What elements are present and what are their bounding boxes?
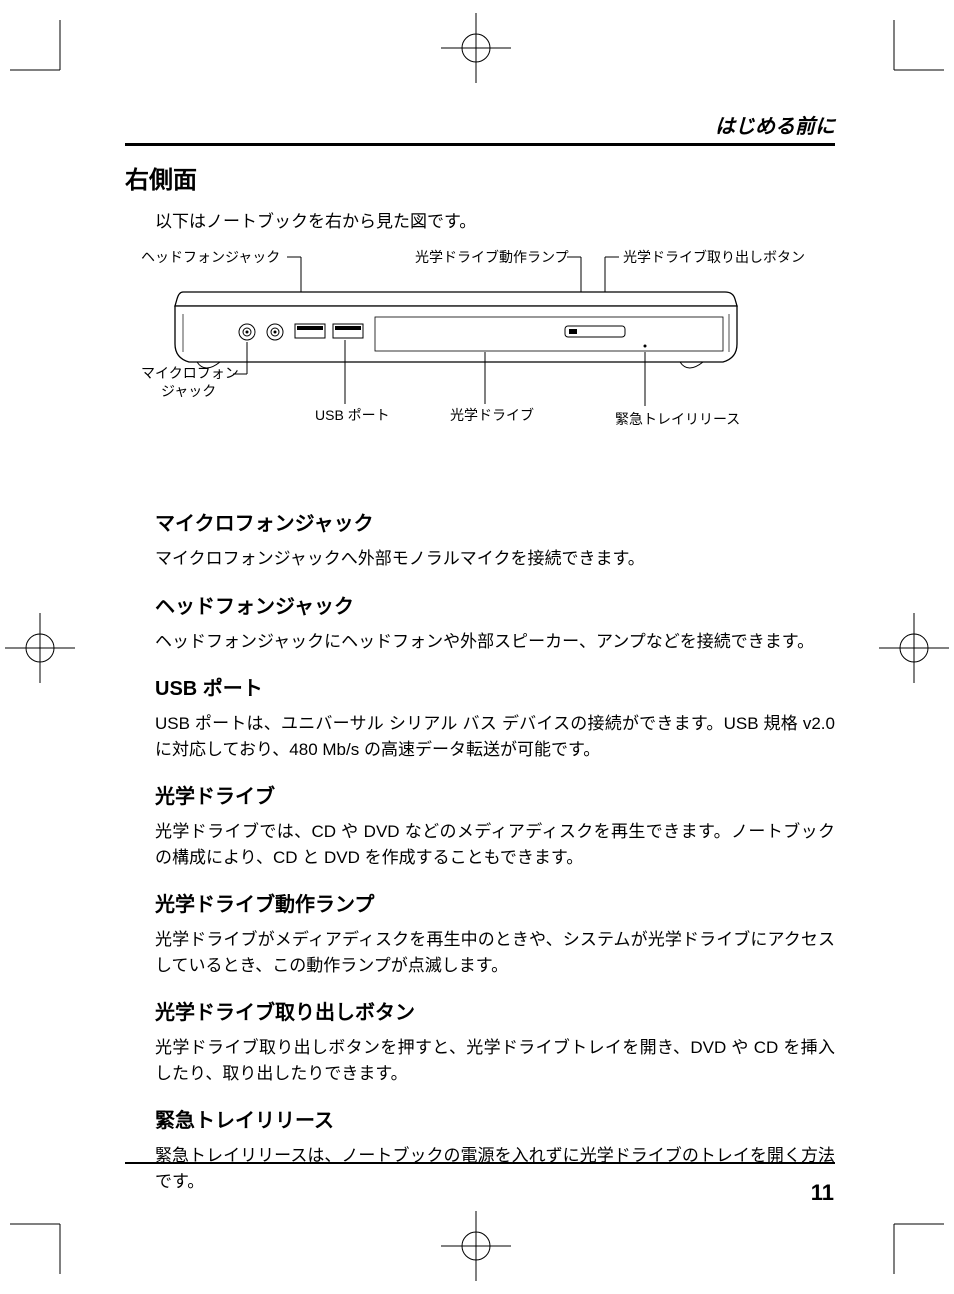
label-eject-button: 光学ドライブ取り出しボタン [623,249,805,265]
crop-top-right [874,0,954,80]
label-headphone: ヘッドフォンジャック [141,249,280,265]
reg-bottom [436,1206,516,1286]
label-optical-led: 光学ドライブ動作ランプ [415,249,569,265]
heading-mic: マイクロフォンジャック [155,507,835,536]
body-usb: USB ポートは、ユニバーサル シリアル バス デバイスの接続ができます。USB… [155,711,835,762]
heading-optical: 光学ドライブ [155,780,835,809]
reg-top [436,8,516,88]
body-optical: 光学ドライブでは、CD や DVD などのメディアディスクを再生できます。ノート… [155,819,835,870]
page-number: 11 [811,1180,834,1206]
body-emergency: 緊急トレイリリースは、ノートブックの電源を入れずに光学ドライブのトレイを開く方法… [155,1143,835,1194]
reg-right [874,608,954,688]
label-mic-jack-2: ジャック [161,383,216,399]
side-view-diagram: ヘッドフォンジャック 光学ドライブ動作ランプ 光学ドライブ取り出しボタン [125,244,835,434]
body-eject: 光学ドライブ取り出しボタンを押すと、光学ドライブトレイを開き、DVD や CD … [155,1035,835,1086]
section-title: 右側面 [125,160,835,195]
label-usb-port: USB ポート [315,407,390,423]
heading-eject: 光学ドライブ取り出しボタン [155,996,835,1025]
label-mic-jack-1: マイクロフォン [141,365,239,381]
heading-usb: USB ポート [155,672,835,701]
page-content: はじめる前に 右側面 以下はノートブックを右から見た図です。 ヘッドフォンジャッ… [125,110,835,1194]
crop-top-left [0,0,80,80]
heading-optical-led: 光学ドライブ動作ランプ [155,888,835,917]
footer-rule [125,1162,835,1164]
header-rule [125,143,835,146]
intro-text: 以下はノートブックを右から見た図です。 [155,207,835,232]
body-headphone: ヘッドフォンジャックにヘッドフォンや外部スピーカー、アンプなどを接続できます。 [155,629,835,655]
label-optical-drive: 光学ドライブ [450,407,534,423]
heading-emergency: 緊急トレイリリース [155,1104,835,1133]
reg-left [0,608,80,688]
laptop-side-view [175,292,737,368]
page-header: はじめる前に [125,110,835,139]
body-mic: マイクロフォンジャックへ外部モノラルマイクを接続できます。 [155,546,835,572]
crop-bottom-right [874,1214,954,1294]
crop-bottom-left [0,1214,80,1294]
heading-headphone: ヘッドフォンジャック [155,590,835,619]
label-emergency: 緊急トレイリリース [615,411,740,427]
body-optical-led: 光学ドライブがメディアディスクを再生中のときや、システムが光学ドライブにアクセス… [155,927,835,978]
